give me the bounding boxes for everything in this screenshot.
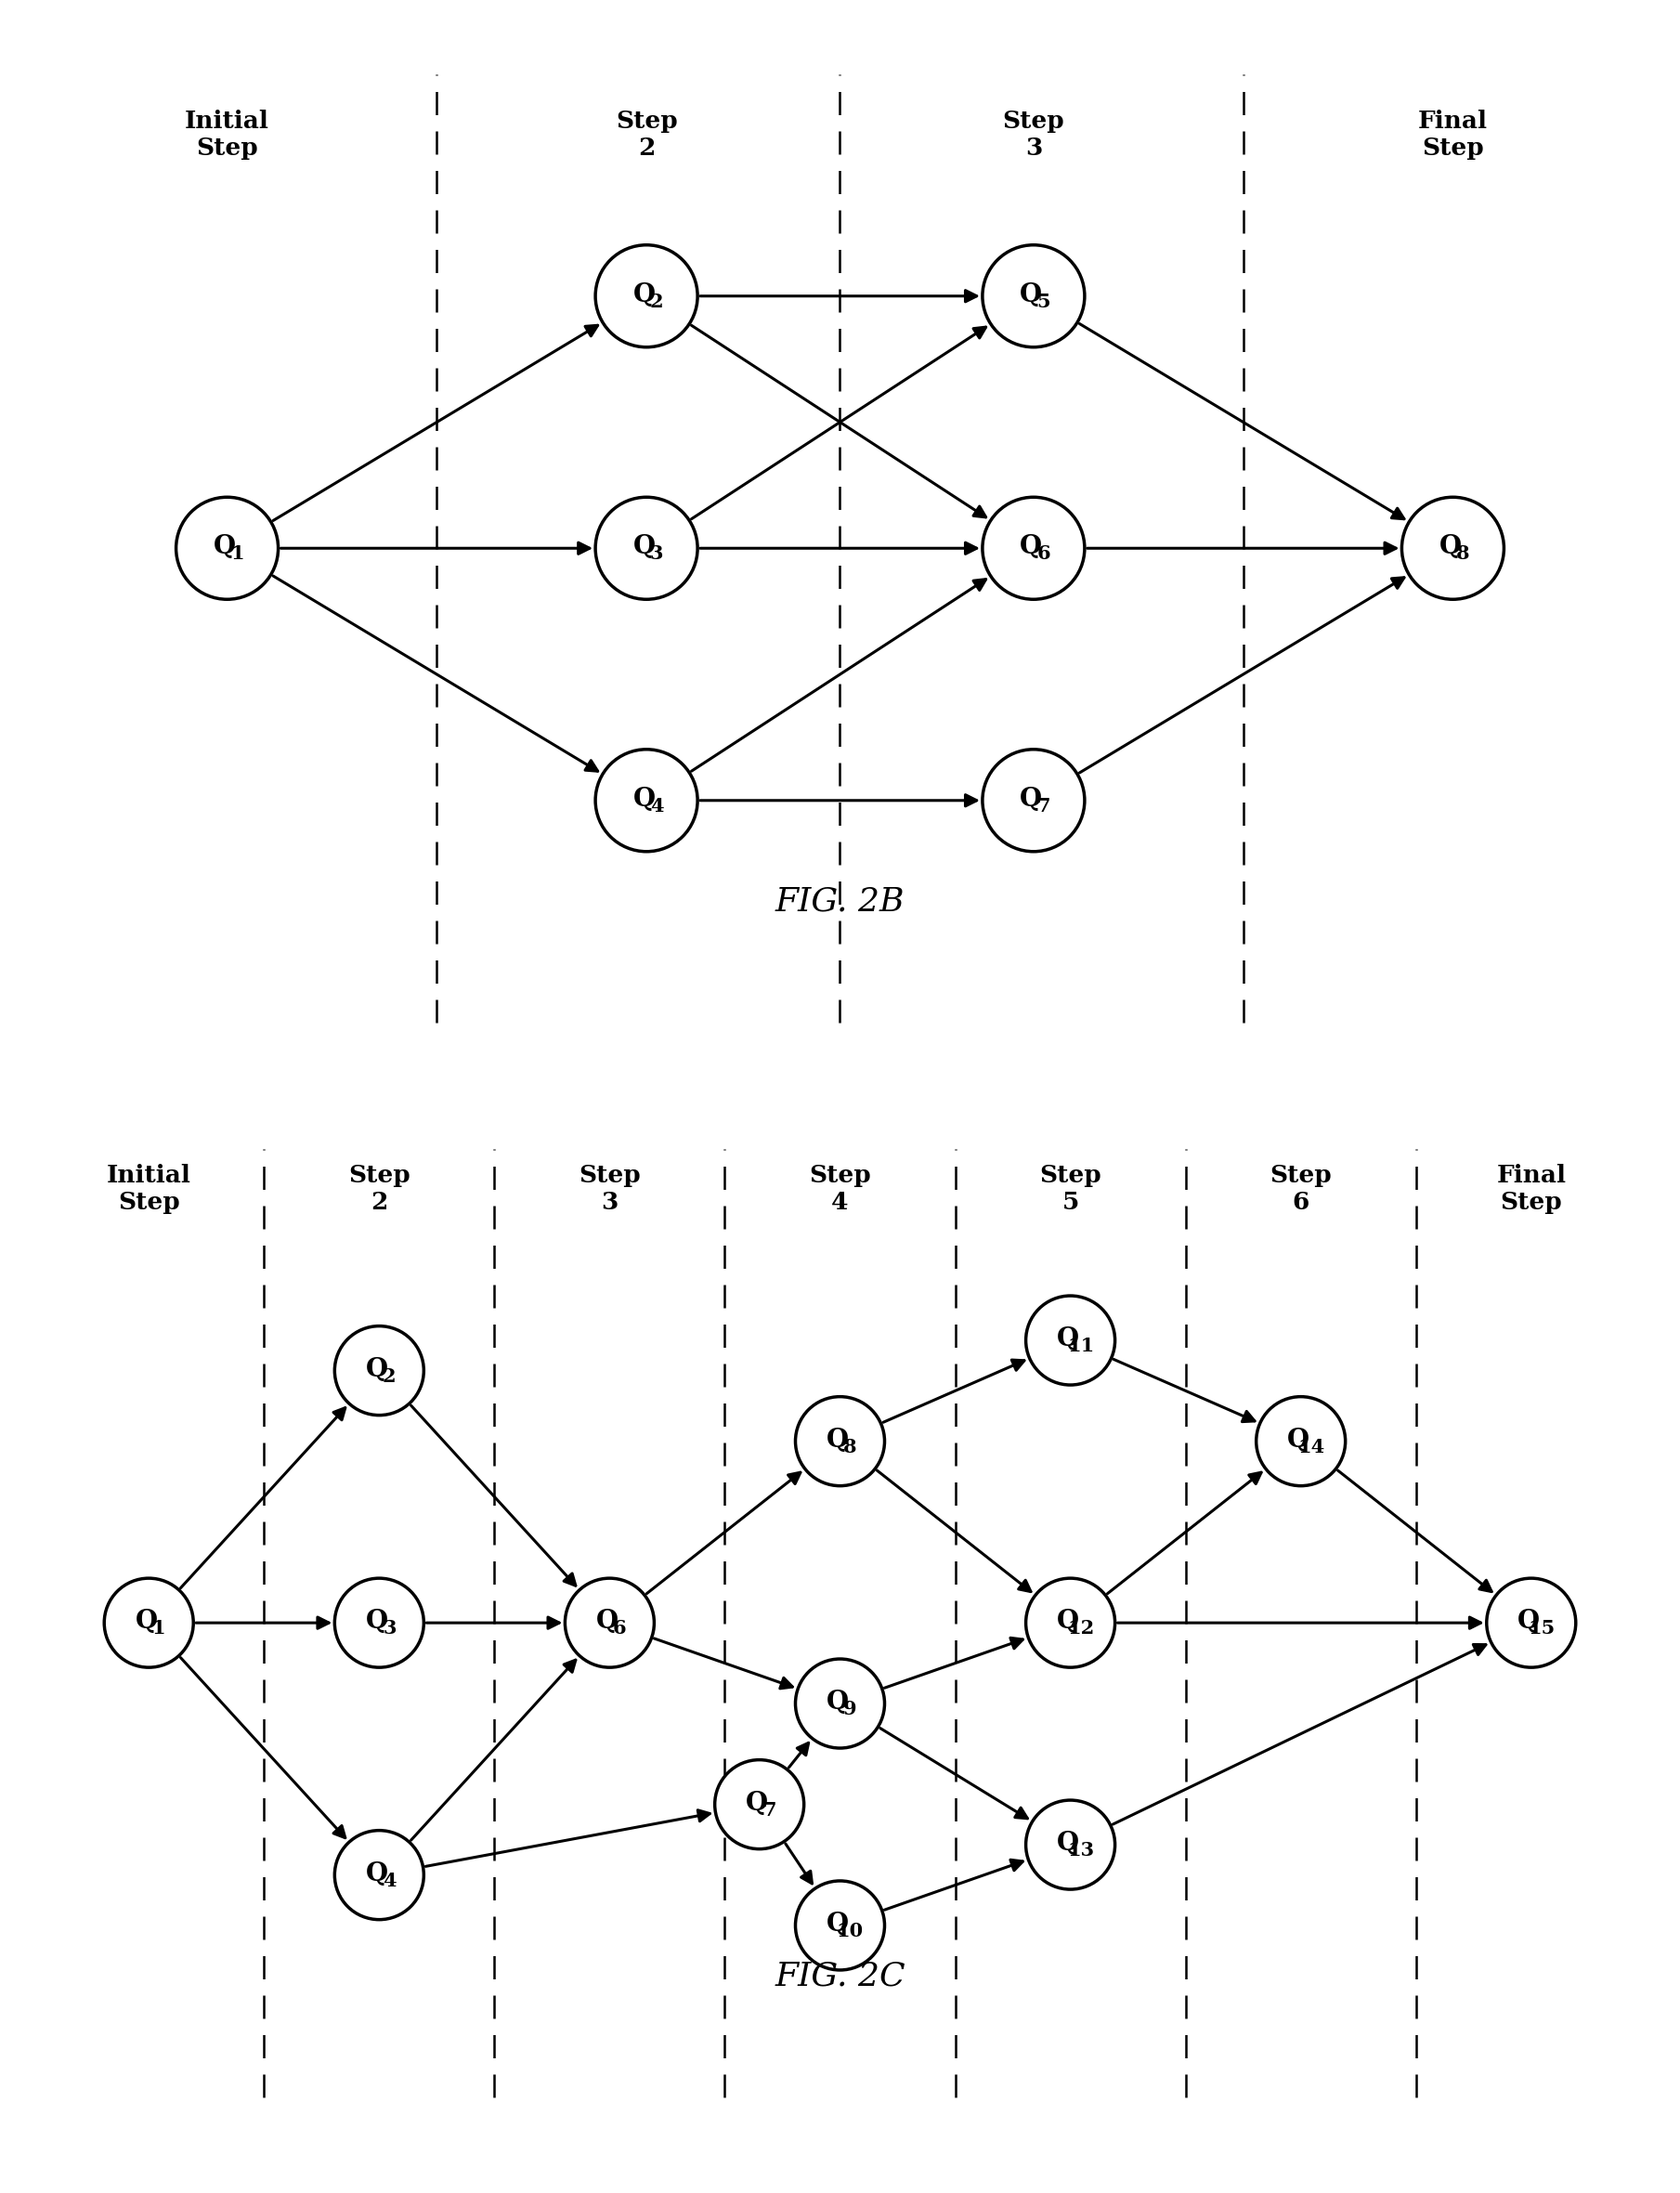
Text: Step
2: Step 2	[615, 110, 677, 160]
Text: 11: 11	[1067, 1338, 1094, 1355]
Text: Q: Q	[633, 283, 655, 307]
Text: Q: Q	[1517, 1610, 1541, 1634]
Text: 2: 2	[650, 292, 664, 311]
Text: 3: 3	[650, 544, 664, 564]
Text: 4: 4	[650, 796, 664, 816]
Text: 10: 10	[837, 1921, 864, 1941]
Ellipse shape	[1026, 1800, 1116, 1890]
Text: FIG. 2B: FIG. 2B	[774, 886, 906, 917]
Text: Final
Step: Final Step	[1497, 1164, 1566, 1215]
Text: 1: 1	[153, 1618, 166, 1638]
Text: Q: Q	[1057, 1831, 1079, 1855]
Text: Q: Q	[827, 1428, 848, 1452]
Text: Step
4: Step 4	[810, 1164, 870, 1215]
Text: Step
3: Step 3	[1003, 110, 1065, 160]
Ellipse shape	[983, 750, 1085, 851]
Text: 12: 12	[1067, 1618, 1094, 1638]
Text: Q: Q	[827, 1912, 848, 1936]
Ellipse shape	[1401, 498, 1504, 599]
Text: Q: Q	[1057, 1327, 1079, 1351]
Text: Q: Q	[1287, 1428, 1310, 1452]
Text: Initial
Step: Initial Step	[106, 1164, 192, 1215]
Text: 4: 4	[383, 1871, 396, 1890]
Text: Initial
Step: Initial Step	[185, 110, 269, 160]
Ellipse shape	[983, 498, 1085, 599]
Text: 1: 1	[230, 544, 244, 564]
Ellipse shape	[1487, 1579, 1576, 1667]
Ellipse shape	[595, 750, 697, 851]
Text: 3: 3	[383, 1618, 396, 1638]
Text: Q: Q	[136, 1610, 158, 1634]
Ellipse shape	[1257, 1397, 1346, 1487]
Text: 6: 6	[613, 1618, 627, 1638]
Text: Q: Q	[366, 1357, 388, 1382]
Ellipse shape	[334, 1327, 423, 1414]
Text: Step
2: Step 2	[348, 1164, 410, 1215]
Text: FIG. 2C: FIG. 2C	[774, 1961, 906, 1991]
Text: 2: 2	[383, 1366, 396, 1386]
Text: Q: Q	[213, 535, 235, 559]
Text: Q: Q	[1020, 283, 1042, 307]
Text: Q: Q	[1440, 535, 1462, 559]
Text: Step
3: Step 3	[578, 1164, 640, 1215]
Ellipse shape	[1026, 1296, 1116, 1386]
Text: Q: Q	[596, 1610, 618, 1634]
Text: 8: 8	[843, 1439, 857, 1456]
Text: Q: Q	[746, 1789, 768, 1816]
Text: 7: 7	[1037, 796, 1050, 816]
Text: Step
5: Step 5	[1040, 1164, 1102, 1215]
Ellipse shape	[595, 498, 697, 599]
Ellipse shape	[334, 1831, 423, 1919]
Ellipse shape	[176, 498, 279, 599]
Ellipse shape	[595, 246, 697, 346]
Text: Final
Step: Final Step	[1418, 110, 1488, 160]
Text: Q: Q	[1057, 1610, 1079, 1634]
Text: Q: Q	[1020, 535, 1042, 559]
Ellipse shape	[795, 1882, 885, 1969]
Ellipse shape	[983, 246, 1085, 346]
Text: Q: Q	[366, 1862, 388, 1886]
Text: 13: 13	[1067, 1842, 1094, 1860]
Text: Step
6: Step 6	[1270, 1164, 1332, 1215]
Text: 9: 9	[843, 1700, 857, 1719]
Text: Q: Q	[827, 1689, 848, 1715]
Text: 6: 6	[1037, 544, 1050, 564]
Ellipse shape	[104, 1579, 193, 1667]
Text: 8: 8	[1457, 544, 1470, 564]
Ellipse shape	[795, 1397, 885, 1487]
Text: 7: 7	[763, 1800, 776, 1820]
Ellipse shape	[795, 1658, 885, 1748]
Ellipse shape	[1026, 1579, 1116, 1667]
Text: 5: 5	[1037, 292, 1050, 311]
Ellipse shape	[564, 1579, 654, 1667]
Text: Q: Q	[1020, 787, 1042, 811]
Text: 14: 14	[1297, 1439, 1324, 1456]
Ellipse shape	[714, 1759, 805, 1849]
Text: 15: 15	[1527, 1618, 1556, 1638]
Text: Q: Q	[633, 787, 655, 811]
Text: Q: Q	[633, 535, 655, 559]
Text: Q: Q	[366, 1610, 388, 1634]
Ellipse shape	[334, 1579, 423, 1667]
